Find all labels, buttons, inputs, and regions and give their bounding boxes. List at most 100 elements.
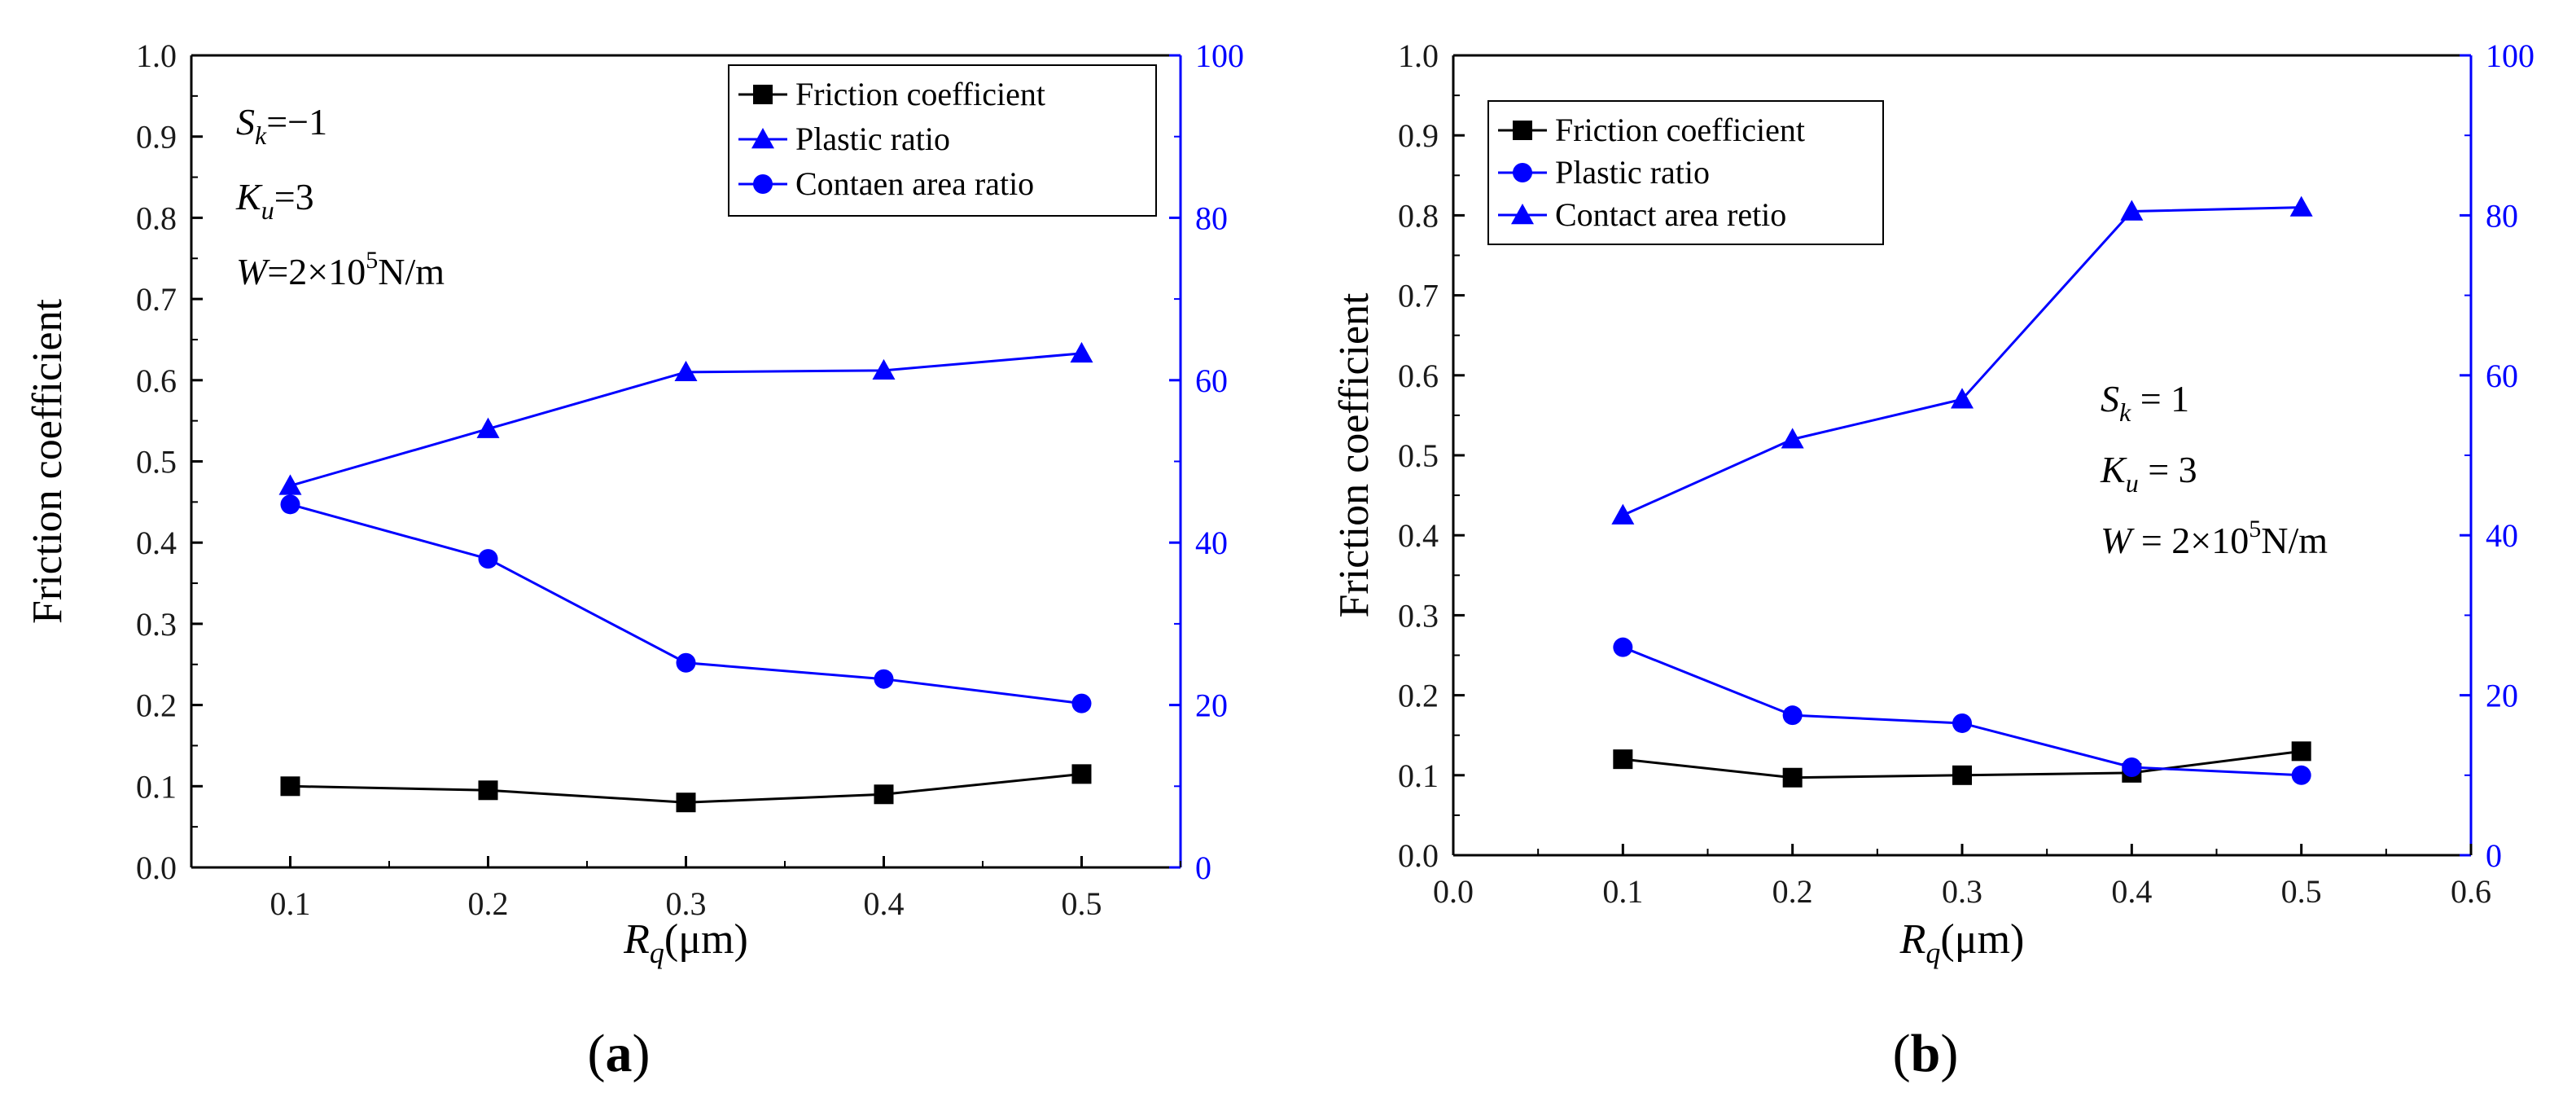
data-point-square	[1071, 764, 1092, 784]
x-tick-label: 0.1	[270, 885, 311, 922]
data-point-triangle	[1611, 503, 1635, 525]
chart-panel-b: 0.0 0.1 0.2 0.3 0.4 0.5 0.6 0.7 0.8 0.9 1.0 0 20 40 60…	[1331, 37, 2534, 1083]
parameter-line: Sk = 1	[2101, 378, 2189, 427]
parameter-line: Ku=3	[235, 176, 314, 225]
legend-label: Contaen area ratio	[795, 165, 1034, 202]
x-tick-label: 0.4	[864, 885, 905, 922]
y-tick-label: 0.6	[136, 362, 177, 399]
y-tick-label: 0.9	[1398, 117, 1439, 154]
y-tick-label: 0.0	[136, 850, 177, 886]
y2-tick-label: 40	[1195, 525, 1228, 561]
legend-entry: Friction coefficient	[738, 76, 1045, 112]
data-point-circle	[478, 549, 498, 569]
y2-tick-label: 80	[2486, 197, 2518, 234]
x-axis-title: Rq(μm)	[623, 916, 748, 969]
series-friction-coefficient	[280, 764, 1092, 813]
legend-entry: Plastic ratio	[738, 121, 950, 157]
data-point-triangle	[1951, 388, 1974, 409]
legend: Friction coefficient Plastic ratio Contact…	[1487, 100, 1884, 245]
data-point-circle	[2122, 757, 2142, 777]
legend-label: Friction coefficient	[795, 76, 1045, 112]
x-tick-label: 0.6	[2451, 873, 2491, 910]
x-tick-label: 0.5	[1062, 885, 1102, 922]
x-tick-label: 0.3	[1942, 873, 1982, 910]
y2-tick-label: 0	[2486, 837, 2502, 874]
parameter-annotation: Sk = 1 Ku = 3 W = 2×105N/m	[2100, 378, 2328, 561]
legend-marker-square	[1513, 121, 1532, 140]
y-tick-label: 0.1	[1398, 757, 1439, 794]
data-point-square	[1613, 749, 1633, 770]
legend-entry: Friction coefficient	[1498, 112, 1805, 148]
legend-label: Contact area retio	[1555, 196, 1786, 233]
y-tick-label: 0.7	[1398, 278, 1439, 314]
data-point-circle	[1071, 693, 1092, 713]
series-contact-area-retio	[1611, 195, 2313, 525]
legend-marker-square	[753, 85, 773, 104]
data-point-triangle	[1781, 428, 1804, 449]
y2-tick-label: 20	[1195, 687, 1228, 724]
y-tick-label: 0.2	[136, 687, 177, 724]
data-point-triangle	[1070, 341, 1093, 363]
x-tick-label: 0.3	[666, 885, 707, 922]
data-point-square	[280, 776, 300, 797]
y-tick-label: 0.0	[1398, 837, 1439, 874]
data-point-circle	[2291, 765, 2311, 785]
legend-entry: Plastic ratio	[1498, 154, 1710, 191]
x-axis-title: Rq(μm)	[1899, 916, 2025, 969]
data-point-circle	[1782, 705, 1803, 726]
x-tick-label: 0.2	[468, 885, 509, 922]
data-point-circle	[874, 669, 894, 689]
data-point-square	[874, 784, 894, 805]
data-point-triangle	[2289, 195, 2313, 217]
series-plastic-ratio	[1613, 637, 2311, 785]
y2-tick-label: 60	[2486, 358, 2518, 394]
y-tick-label: 0.3	[136, 606, 177, 643]
chart-panel-a: 0.0 0.1 0.2 0.3 0.4 0.5 0.6 0.7 0.8 0.9 1.0 0 20 40 60…	[24, 37, 1244, 1083]
y2-tick-label: 80	[1195, 200, 1228, 236]
y2-tick-label: 100	[2486, 37, 2534, 74]
y-tick-label: 0.4	[1398, 517, 1439, 554]
legend-marker-triangle	[1511, 204, 1534, 225]
y2-tick-label: 40	[2486, 517, 2518, 554]
legend-box	[728, 64, 1157, 217]
parameter-line: W = 2×105N/m	[2101, 516, 2328, 561]
x-tick-label: 0.0	[1433, 873, 1474, 910]
y-tick-label: 1.0	[1398, 37, 1439, 74]
legend-box	[1487, 100, 1884, 245]
parameter-line: Ku = 3	[2100, 449, 2197, 498]
x-tick-label: 0.4	[2111, 873, 2152, 910]
y-tick-label: 0.6	[1398, 358, 1439, 394]
x-tick-label: 0.5	[2281, 873, 2322, 910]
data-point-circle	[1952, 713, 1972, 733]
y-tick-label: 0.9	[136, 119, 177, 156]
panel-label: (b)	[1893, 1024, 1959, 1083]
data-point-triangle	[872, 358, 896, 380]
data-point-circle	[676, 652, 696, 673]
x-tick-label: 0.1	[1602, 873, 1643, 910]
parameter-annotation: Sk=−1 Ku=3 W=2×105N/m	[235, 101, 445, 292]
y-tick-label: 0.2	[1398, 678, 1439, 714]
legend: Friction coefficient Plastic ratio Contaen…	[728, 64, 1157, 217]
data-point-triangle	[476, 417, 500, 438]
data-point-square	[478, 780, 498, 801]
legend-marker-triangle	[751, 128, 774, 149]
parameter-line: Sk=−1	[236, 101, 327, 150]
y-tick-label: 0.5	[136, 444, 177, 481]
y2-tick-label: 20	[2486, 678, 2518, 714]
legend-marker-circle	[753, 174, 773, 194]
legend-label: Plastic ratio	[1555, 154, 1710, 191]
y-tick-label: 0.3	[1398, 597, 1439, 634]
panel-label: (a)	[588, 1024, 651, 1083]
data-point-square	[1952, 765, 1972, 785]
legend-label: Plastic ratio	[795, 121, 950, 157]
y-tick-label: 0.7	[136, 281, 177, 318]
y2-tick-label: 60	[1195, 362, 1228, 399]
data-point-triangle	[278, 474, 302, 495]
parameter-line: W=2×105N/m	[236, 247, 445, 292]
y-axis-title: Friction coefficient	[1331, 292, 1378, 618]
y-tick-label: 0.8	[1398, 197, 1439, 234]
y2-tick-label: 100	[1195, 37, 1244, 74]
data-point-square	[1782, 767, 1803, 788]
y-tick-label: 0.4	[136, 525, 177, 561]
